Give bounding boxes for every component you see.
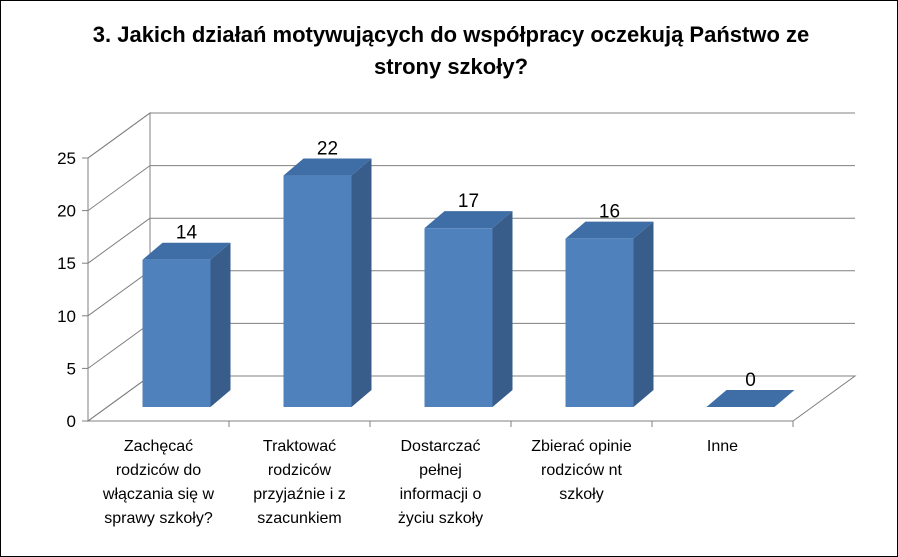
category-label-line: szkoły — [559, 486, 604, 503]
category-label: Inne — [658, 435, 788, 459]
bar-top — [142, 242, 231, 260]
bar-side — [210, 242, 231, 407]
y-tick-label: 25 — [57, 149, 76, 168]
bar-top — [565, 221, 654, 239]
y-tick-label: 5 — [67, 359, 76, 378]
category-label-line: pełnej — [419, 462, 462, 479]
category-label-line: Dostarczać — [400, 438, 481, 455]
bar-side — [351, 158, 372, 407]
category-label-line: życiu szkoły — [397, 510, 484, 527]
category-label: Zbierać opinie rodziców nt szkoły — [517, 435, 647, 507]
bar — [424, 228, 493, 407]
bar — [283, 175, 352, 407]
category-label-line: przyjaźnie i z — [253, 486, 346, 503]
side-wall — [87, 112, 151, 422]
y-tick-label: 20 — [57, 202, 76, 221]
data-label: 22 — [317, 139, 338, 160]
category-label-line: Zbierać opinie — [531, 438, 632, 455]
gridline-diagonal — [87, 112, 151, 159]
gridline-diagonal — [87, 165, 151, 212]
bar — [565, 238, 634, 407]
category-label-line: Traktować — [262, 438, 337, 455]
y-tick-label: 0 — [67, 412, 76, 431]
chart-title: 3. Jakich działań motywujących do współp… — [61, 19, 841, 83]
data-label: 17 — [458, 191, 479, 212]
bar-top — [706, 390, 795, 407]
category-label-line: sprawy szkoły? — [104, 510, 213, 527]
category-label-line: rodziców nt — [541, 462, 622, 479]
category-label-line: Zachęcać — [123, 438, 194, 455]
bar-side — [492, 211, 513, 407]
data-label: 16 — [599, 202, 620, 223]
category-label-line: informacji o — [399, 486, 482, 503]
category-label: Traktować rodziców przyjaźnie i z szacunkie… — [235, 435, 365, 531]
category-label: Dostarczać pełnej informacji o życiu szkoły — [376, 435, 506, 531]
category-label-line: Inne — [706, 438, 739, 455]
bar — [142, 259, 211, 407]
category-label: Zachęcać rodziców do włączania się w sprawy… — [94, 435, 224, 531]
gridline-diagonal — [87, 375, 151, 422]
category-label-line: szacunkiem — [257, 510, 342, 527]
chart-title-line-1: 3. Jakich działań motywujących do współp… — [92, 22, 810, 47]
y-tick-label: 15 — [57, 254, 76, 273]
data-label: 0 — [745, 370, 756, 391]
y-tick-label: 10 — [57, 307, 76, 326]
bar-top — [283, 158, 372, 176]
category-label-line: rodziców — [267, 462, 332, 479]
category-label-line: włączania się w — [102, 486, 215, 503]
chart-title-line-2: strony szkoły? — [373, 54, 529, 79]
gridline-diagonal — [87, 270, 151, 317]
category-label-line: rodziców do — [115, 462, 202, 479]
gridline-diagonal — [87, 322, 151, 369]
gridline-diagonal — [87, 217, 151, 264]
data-label: 14 — [176, 223, 198, 244]
bar-top — [424, 211, 513, 229]
bar-side — [633, 221, 654, 407]
